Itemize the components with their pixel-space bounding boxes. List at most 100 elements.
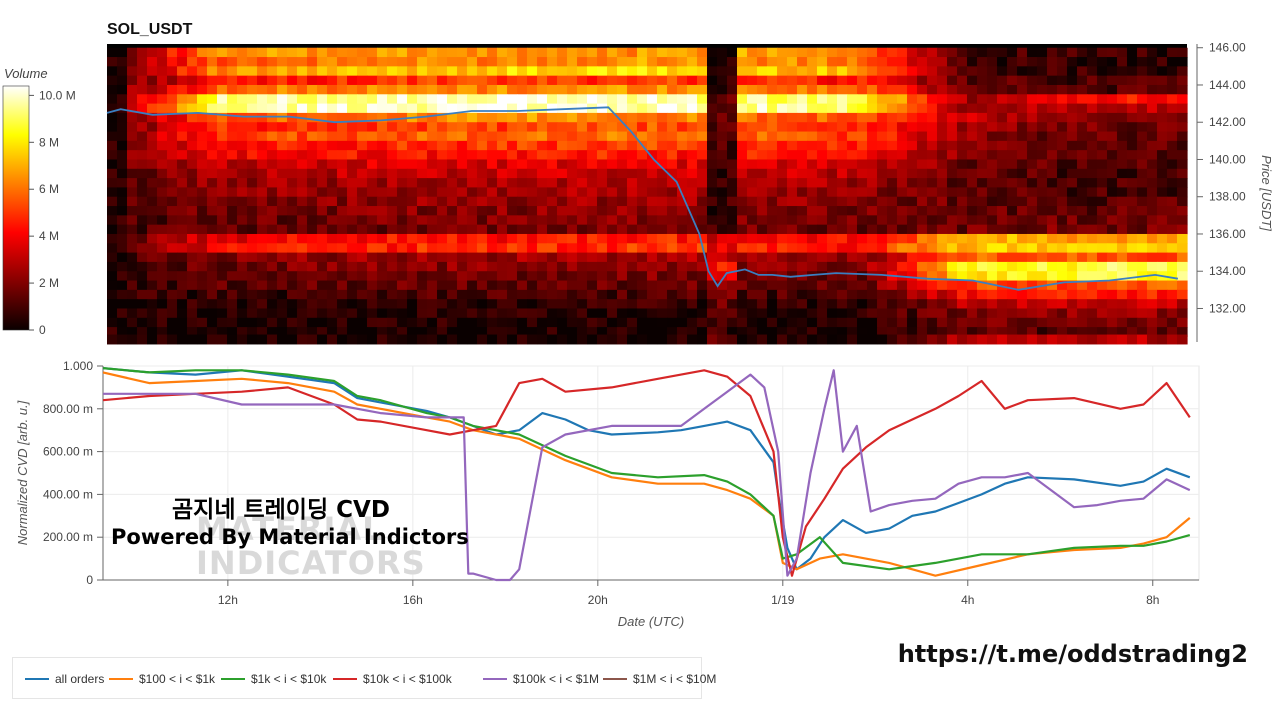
heatmap-cell — [757, 131, 768, 142]
heatmap-cell — [787, 66, 798, 77]
heatmap-cell — [437, 196, 448, 207]
heatmap-cell — [707, 150, 718, 161]
heatmap-cell — [887, 57, 898, 67]
heatmap-cell — [777, 66, 788, 77]
legend-item[interactable]: $100k < i < $1M — [483, 672, 599, 686]
legend-item[interactable]: $10k < i < $100k — [333, 672, 452, 686]
heatmap-cell — [537, 215, 548, 226]
heatmap-cell — [1007, 131, 1018, 142]
heatmap-cell — [187, 112, 198, 123]
heatmap-cell — [287, 196, 298, 207]
heatmap-cell — [687, 271, 698, 282]
watermark-line-2: INDICATORS — [196, 544, 426, 582]
heatmap-cell — [947, 187, 958, 198]
heatmap-cell — [597, 75, 608, 86]
heatmap-cell — [307, 187, 318, 198]
heatmap-cell — [1007, 84, 1018, 95]
heatmap-cell — [717, 159, 728, 170]
heatmap-cell — [987, 252, 998, 263]
heatmap-cell — [877, 103, 888, 114]
heatmap-cell — [847, 178, 858, 189]
heatmap-cell — [1007, 280, 1018, 291]
heatmap-cell — [557, 178, 568, 189]
heatmap-cell — [1047, 271, 1058, 282]
heatmap-cell — [1007, 159, 1018, 170]
heatmap-cell — [357, 206, 368, 216]
heatmap-cell — [837, 187, 848, 198]
legend-item[interactable]: $1M < i < $10M — [603, 672, 716, 686]
heatmap-cell — [647, 94, 658, 105]
heatmap-cell — [807, 327, 818, 338]
heatmap-cell — [1157, 84, 1168, 95]
heatmap-cell — [157, 122, 168, 133]
heatmap-cell — [837, 299, 848, 310]
heatmap-cell — [647, 103, 658, 114]
legend-item[interactable]: all orders — [25, 672, 104, 686]
heatmap-cell — [367, 317, 378, 328]
heatmap-cell — [1057, 233, 1068, 244]
legend-item[interactable]: $1k < i < $10k — [221, 672, 326, 686]
heatmap-cell — [277, 206, 288, 216]
heatmap-cell — [737, 84, 748, 95]
heatmap-cell — [1137, 243, 1148, 254]
heatmap-cell — [297, 103, 308, 114]
heatmap-cell — [927, 206, 938, 216]
heatmap-cell — [417, 289, 428, 300]
heatmap-cell — [1157, 112, 1168, 123]
heatmap-cell — [687, 57, 698, 67]
heatmap-cell — [307, 84, 318, 95]
heatmap-cell — [1177, 168, 1188, 179]
heatmap-cell — [1167, 289, 1178, 300]
heatmap-cell — [1147, 57, 1158, 67]
heatmap-cell — [417, 140, 428, 151]
heatmap-cell — [167, 299, 178, 310]
heatmap-cell — [887, 140, 898, 151]
heatmap-cell — [587, 47, 598, 58]
heatmap-cell — [1057, 308, 1068, 319]
heatmap-cell — [677, 168, 688, 179]
heatmap-cell — [1057, 159, 1068, 170]
heatmap-cell — [667, 178, 678, 189]
heatmap-cell — [107, 122, 118, 133]
heatmap-cell — [467, 66, 478, 77]
heatmap-cell — [877, 47, 888, 58]
heatmap-cell — [987, 84, 998, 95]
heatmap-cell — [1147, 122, 1158, 133]
heatmap-cell — [617, 327, 628, 338]
heatmap-cell — [1027, 280, 1038, 291]
heatmap-cell — [377, 206, 388, 216]
heatmap-cell — [667, 122, 678, 133]
heatmap-cell — [1147, 131, 1158, 142]
heatmap-cell — [507, 271, 518, 282]
legend-item[interactable]: $100 < i < $1k — [109, 672, 215, 686]
heatmap-cell — [317, 159, 328, 170]
telegram-link[interactable]: https://t.me/oddstrading2 — [897, 640, 1248, 668]
heatmap-cell — [967, 47, 978, 58]
heatmap-cell — [787, 57, 798, 67]
heatmap-cell — [1137, 94, 1148, 105]
heatmap-cell — [437, 112, 448, 123]
heatmap-cell — [837, 75, 848, 86]
heatmap-cell — [367, 327, 378, 338]
heatmap-cell — [547, 196, 558, 207]
heatmap-cell — [1107, 131, 1118, 142]
heatmap-cell — [297, 66, 308, 77]
heatmap-cell — [887, 233, 898, 244]
heatmap-cell — [157, 289, 168, 300]
heatmap-cell — [1007, 122, 1018, 133]
heatmap-cell — [857, 131, 868, 142]
heatmap-cell — [1127, 308, 1138, 319]
heatmap-cell — [707, 327, 718, 338]
heatmap-cell — [767, 243, 778, 254]
heatmap-cell — [807, 122, 818, 133]
heatmap-cell — [1167, 252, 1178, 263]
heatmap-cell — [557, 289, 568, 300]
heatmap-cell — [347, 252, 358, 263]
heatmap-cell — [107, 206, 118, 216]
heatmap-cell — [567, 299, 578, 310]
heatmap-cell — [587, 308, 598, 319]
heatmap-cell — [637, 327, 648, 338]
heatmap-cell — [267, 47, 278, 58]
heatmap-cell — [1027, 334, 1038, 345]
heatmap-cell — [737, 131, 748, 142]
